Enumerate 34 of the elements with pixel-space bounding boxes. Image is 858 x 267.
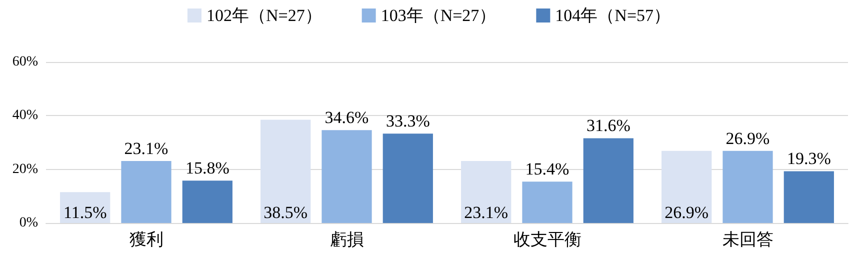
bar [121, 161, 172, 223]
x-tick-label: 虧損 [330, 230, 364, 249]
x-tick-label: 未回答 [722, 230, 774, 249]
data-label: 23.1% [464, 203, 508, 222]
bar [784, 171, 834, 223]
bar [522, 182, 572, 223]
legend-label: 102年（N=27） [206, 6, 322, 25]
bar [722, 150, 773, 223]
bar [461, 161, 512, 223]
y-tick-label: 60% [12, 54, 38, 70]
data-label: 34.6% [324, 108, 369, 128]
data-label: 38.5% [264, 203, 308, 222]
data-label: 15.8% [185, 158, 230, 178]
data-label: 31.6% [586, 116, 630, 136]
y-tick-label: 20% [12, 162, 38, 177]
data-label: 15.4% [525, 160, 570, 179]
legend-label: 104年（N=57） [555, 6, 671, 25]
data-label: 33.3% [386, 112, 430, 131]
data-label: 19.3% [786, 149, 831, 168]
x-tick-label: 收支平衡 [513, 230, 582, 249]
bar [260, 120, 311, 223]
bar [322, 130, 372, 223]
y-tick-label: 0% [19, 216, 38, 230]
data-label: 26.9% [664, 203, 709, 222]
bar [583, 138, 634, 223]
legend-label: 103年（N=27） [380, 6, 496, 25]
bar [182, 180, 232, 223]
y-tick-label: 40% [12, 108, 38, 124]
data-label: 11.5% [63, 203, 107, 222]
bar [662, 150, 712, 223]
x-tick-label: 獲利 [129, 230, 164, 249]
data-label: 23.1% [124, 139, 168, 158]
bar [382, 134, 433, 223]
data-label: 26.9% [726, 128, 770, 148]
